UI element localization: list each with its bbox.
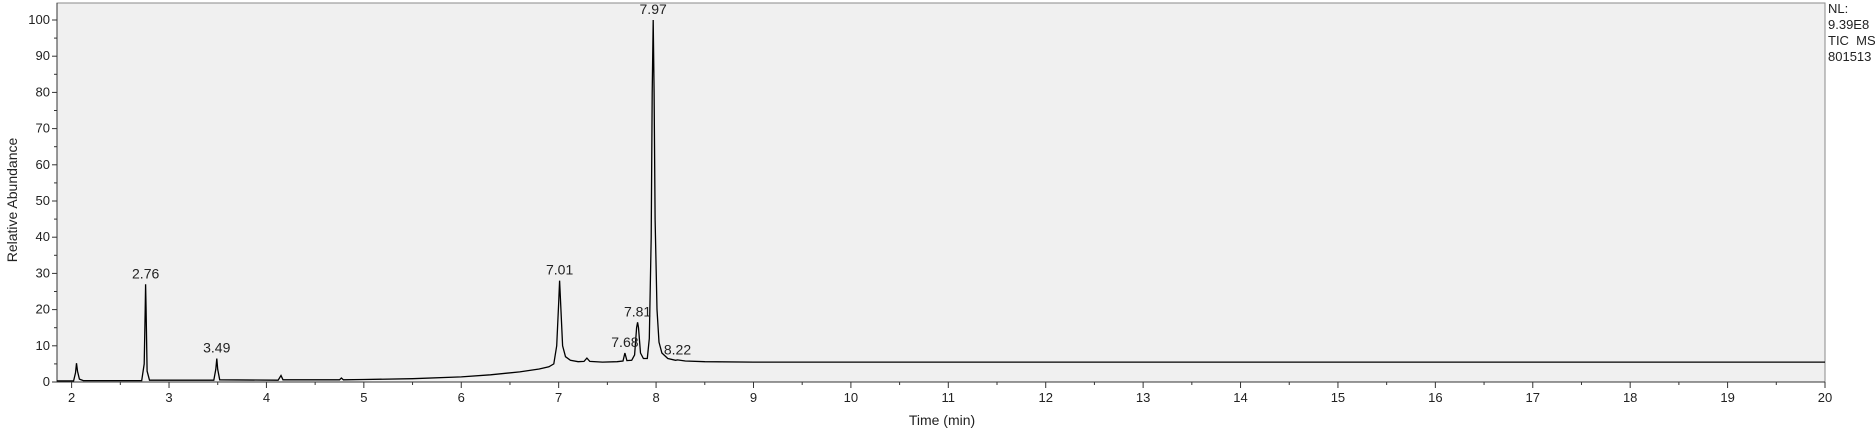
- peak-label: 7.01: [546, 262, 573, 278]
- y-tick-label: 90: [36, 48, 50, 63]
- y-tick-label: 80: [36, 84, 50, 99]
- x-tick-label: 6: [458, 390, 465, 405]
- x-tick-label: 11: [942, 390, 956, 405]
- y-tick-label: 20: [36, 302, 50, 317]
- x-tick-label: 10: [844, 390, 858, 405]
- tic-trace-line: [57, 19, 1825, 382]
- info-line-scan: 801513: [1828, 49, 1871, 64]
- x-axis-title: Time (min): [909, 412, 975, 428]
- x-tick-label: 9: [750, 390, 757, 405]
- y-tick-label: 60: [36, 157, 50, 172]
- peak-label: 7.68: [611, 334, 638, 350]
- x-tick-label: 2: [68, 390, 75, 405]
- x-tick-label: 3: [165, 390, 172, 405]
- x-tick-label: 8: [652, 390, 659, 405]
- plot-area: [56, 2, 1826, 383]
- y-tick-label: 40: [36, 229, 50, 244]
- x-tick-label: 16: [1428, 390, 1442, 405]
- peak-label: 3.49: [203, 339, 230, 355]
- y-tick-label: 30: [36, 265, 50, 280]
- x-tick-label: 5: [360, 390, 367, 405]
- x-tick-label: 17: [1526, 390, 1540, 405]
- peak-labels-layer: 2.76 3.49 7.01 7.68 7.81 7.97 8.22: [132, 1, 691, 357]
- x-tick-label: 13: [1136, 390, 1150, 405]
- peak-label: 7.81: [624, 303, 651, 319]
- y-tick-label: 70: [36, 121, 50, 136]
- x-tick-label: 19: [1720, 390, 1734, 405]
- y-axis-title: Relative Abundance: [4, 138, 20, 263]
- peak-label: 8.22: [664, 341, 691, 357]
- axes-layer: 0 10 20 30 40 50 60 70 80 90 100 2 3 4 5 6 7 8 9 10 11 12 13 14…: [28, 3, 1832, 405]
- x-tick-label: 15: [1331, 390, 1345, 405]
- x-tick-label: 20: [1818, 390, 1832, 405]
- info-line-nl-value: 9.39E8: [1828, 17, 1869, 32]
- x-tick-label: 12: [1038, 390, 1052, 405]
- y-tick-label: 50: [36, 193, 50, 208]
- peak-label: 7.97: [640, 1, 667, 17]
- y-tick-label: 0: [43, 374, 50, 389]
- x-tick-label: 18: [1623, 390, 1637, 405]
- y-tick-label: 10: [36, 338, 50, 353]
- x-tick-label: 14: [1233, 390, 1247, 405]
- y-tick-label: 100: [28, 12, 50, 27]
- peak-label: 2.76: [132, 265, 159, 281]
- x-tick-label: 7: [555, 390, 562, 405]
- info-line-tic-ms: TIC MS: [1828, 33, 1875, 48]
- info-box: NL: 9.39E8 TIC MS 801513: [1828, 1, 1875, 64]
- x-tick-label: 4: [263, 390, 270, 405]
- info-line-nl: NL:: [1828, 1, 1848, 16]
